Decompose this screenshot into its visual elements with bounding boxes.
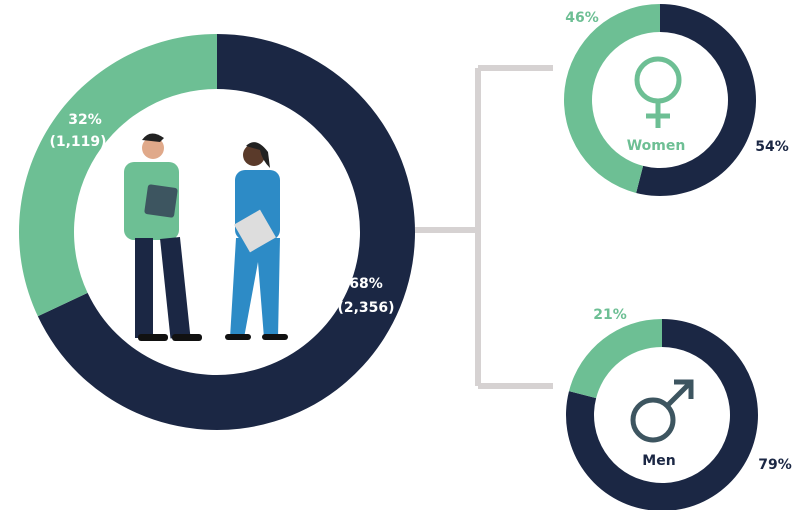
value-label: 54% <box>755 139 789 155</box>
connector <box>415 68 553 386</box>
value-label: 68% <box>349 276 383 292</box>
donut-title: Men <box>642 453 675 469</box>
donut-title: Women <box>627 138 686 154</box>
value-label: 21% <box>593 307 627 323</box>
value-label: 46% <box>565 10 599 26</box>
count-label: (1,119) <box>49 134 106 150</box>
infographic: 68% (2,356) 32% (1,119) 54% 46% Women 79% 21% Men <box>0 0 802 510</box>
people-illustration <box>124 133 288 341</box>
donut-segment <box>19 34 217 316</box>
male-symbol <box>633 382 691 440</box>
value-label: 32% <box>68 112 102 128</box>
donut-segment <box>569 319 662 398</box>
female-symbol <box>637 59 679 128</box>
value-label: 79% <box>758 457 792 473</box>
count-label: (2,356) <box>337 300 394 316</box>
